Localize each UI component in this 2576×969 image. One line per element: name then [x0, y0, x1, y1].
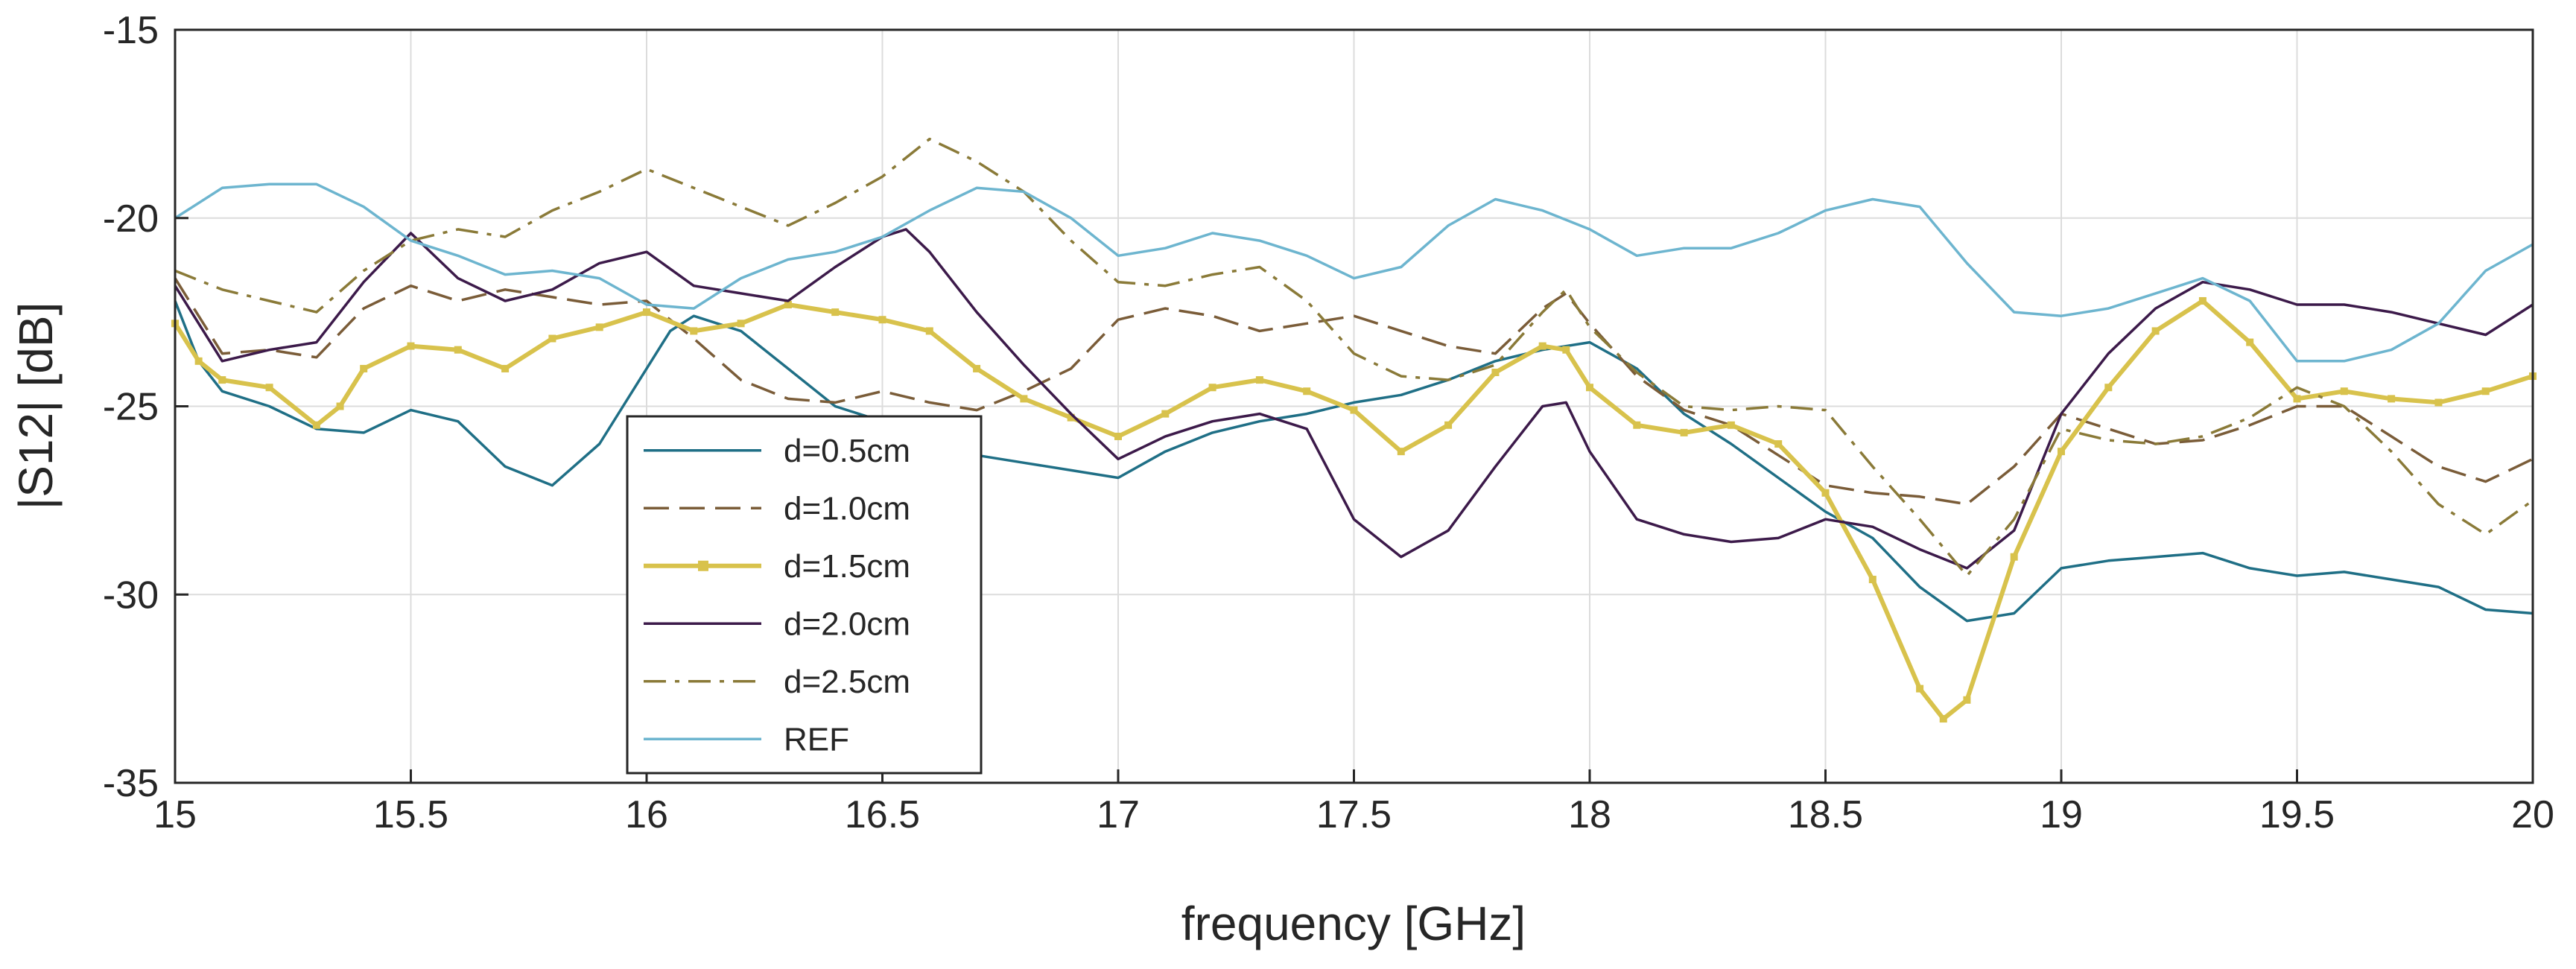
series-marker	[1397, 448, 1405, 456]
series-marker	[1161, 410, 1170, 418]
series-marker	[1774, 440, 1783, 448]
series-marker	[831, 308, 840, 317]
x-tick-label: 18	[1568, 793, 1611, 836]
x-tick-label: 19	[2040, 793, 2083, 836]
y-tick-label: -20	[103, 197, 159, 241]
legend-label: d=2.5cm	[784, 664, 910, 700]
grid	[175, 30, 2533, 783]
x-tick-label: 16.5	[845, 793, 920, 836]
series-line-4	[174, 228, 2534, 570]
series-marker	[784, 301, 792, 309]
series-marker	[737, 320, 745, 328]
series-marker	[1208, 384, 1216, 392]
series-marker	[925, 327, 933, 335]
x-axis-label: frequency [GHz]	[1181, 897, 1526, 950]
series-line-1	[174, 300, 2534, 623]
series-marker	[2293, 395, 2301, 403]
legend-marker	[698, 560, 708, 571]
series-marker	[407, 342, 415, 350]
series-marker	[2010, 553, 2018, 561]
series-marker	[1868, 576, 1877, 584]
series-marker	[265, 384, 273, 392]
series-marker	[194, 357, 203, 365]
series-lines	[171, 137, 2537, 723]
series-marker	[1067, 413, 1075, 422]
y-tick-label: -35	[103, 762, 159, 805]
series-marker	[1444, 421, 1453, 429]
series-marker	[1821, 489, 1830, 497]
series-marker	[1491, 369, 1500, 377]
series-line-6	[174, 182, 2534, 363]
series-marker	[2104, 384, 2113, 392]
series-marker	[2340, 387, 2348, 395]
series-marker	[1255, 376, 1263, 384]
series-marker	[595, 323, 603, 331]
series-marker	[1586, 384, 1593, 392]
series-marker	[878, 316, 886, 324]
series-marker	[1916, 684, 1924, 693]
x-tick-label: 17	[1097, 793, 1140, 836]
series-marker	[312, 421, 320, 429]
series-marker	[1538, 342, 1546, 350]
series-marker	[1114, 432, 1122, 440]
x-tick-label: 17.5	[1316, 793, 1392, 836]
series-marker	[1020, 395, 1028, 403]
series-marker	[336, 402, 344, 410]
legend-label: d=2.0cm	[784, 606, 910, 642]
series-marker	[2198, 296, 2207, 305]
legend-label: d=1.5cm	[784, 548, 910, 585]
series-marker	[1562, 346, 1570, 354]
legend-box	[626, 415, 983, 775]
series-marker	[1633, 421, 1641, 429]
legend: d=0.5cm d=1.0cm d=1.5cm d=2.0cm d=2.5cm REF	[626, 415, 983, 775]
legend-label: d=0.5cm	[784, 433, 910, 469]
series-marker	[1350, 406, 1358, 414]
series-marker	[548, 334, 556, 343]
series-marker	[1727, 421, 1735, 429]
series-marker	[2058, 448, 2065, 456]
series-marker	[2434, 398, 2443, 407]
x-tick-label: 15.5	[373, 793, 448, 836]
y-tick-label: -25	[103, 386, 159, 429]
series-marker	[2151, 327, 2160, 335]
series-marker	[1939, 715, 1947, 723]
x-tick-label: 19.5	[2259, 793, 2335, 836]
series-marker	[643, 308, 650, 317]
series-marker	[1680, 428, 1688, 436]
series-marker	[1963, 696, 1971, 704]
y-tick-label: -15	[103, 9, 159, 52]
x-tick-label: 15	[153, 793, 197, 836]
series-marker	[2388, 395, 2396, 403]
series-marker	[973, 364, 981, 372]
series-marker	[690, 327, 698, 335]
series-line-5	[174, 137, 2534, 577]
series-marker	[218, 376, 226, 384]
series-marker	[1303, 387, 1311, 395]
x-tick-label: 20	[2511, 793, 2554, 836]
series-marker	[501, 364, 510, 372]
series-marker	[2481, 387, 2490, 395]
x-tick-label: 16	[625, 793, 668, 836]
y-axis-label: |S12| [dB]	[9, 302, 63, 510]
legend-label: d=1.0cm	[784, 490, 910, 527]
series-marker	[360, 364, 368, 372]
legend-label: REF	[784, 721, 849, 757]
series-line-2	[174, 277, 2534, 506]
x-tick-label: 18.5	[1788, 793, 1863, 836]
series-marker	[454, 346, 462, 354]
y-tick-label: -30	[103, 574, 159, 617]
series-marker	[2246, 338, 2254, 346]
axis-ticks: 15 15.5 16 16.5 17 17.5 18 18.5 19 19.5 20 -35 -30 -2…	[103, 9, 2554, 836]
